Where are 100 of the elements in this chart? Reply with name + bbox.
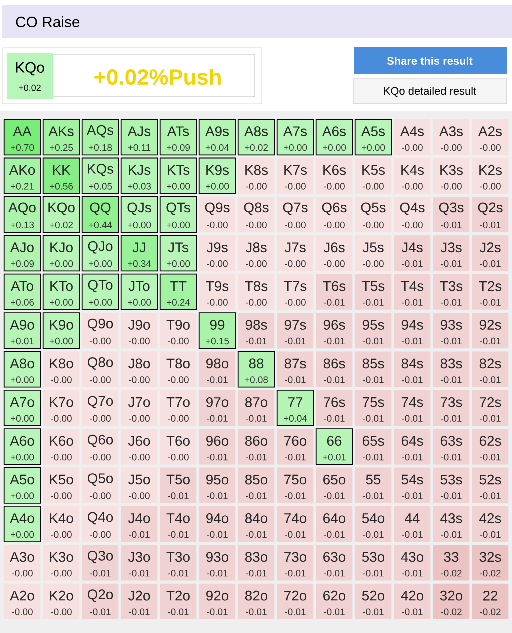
data-label: -0.01	[402, 608, 423, 616]
data-label: +0.00	[128, 299, 152, 306]
data-label: +0.11	[128, 144, 151, 152]
data-label: -0.00	[129, 376, 150, 384]
annotation: Q8s	[244, 202, 269, 216]
annotation: T7s	[284, 281, 307, 292]
data-label: -0.00	[285, 299, 306, 306]
data-label: -0.01	[402, 531, 423, 538]
data-label: -0.01	[480, 376, 501, 384]
annotation: 43o	[401, 552, 424, 562]
annotation: 88	[249, 358, 264, 369]
data-label: -0.00	[51, 531, 72, 538]
annotation: T8o	[166, 358, 190, 369]
annotation: KQo	[48, 202, 75, 216]
data-label: -0.01	[168, 570, 189, 577]
annotation: 64o	[324, 514, 346, 524]
annotation: 42o	[401, 590, 424, 601]
data-label: -0.02	[441, 608, 462, 616]
data-label: +0.00	[10, 492, 34, 500]
annotation: Q4s	[400, 202, 425, 216]
data-label: -0.01	[207, 415, 228, 422]
annotation: T2o	[166, 590, 190, 601]
data-label: -0.00	[129, 492, 150, 500]
data-label: -0.00	[168, 415, 189, 422]
annotation: 77	[288, 398, 303, 408]
annotation: Q2s	[478, 202, 503, 216]
annotation: T3o	[166, 552, 190, 562]
data-label: +0.03	[128, 183, 152, 190]
annotation: A5o	[10, 474, 34, 485]
data-label: -0.01	[246, 454, 267, 461]
annotation: 33	[444, 552, 459, 562]
data-label: -0.01	[324, 608, 345, 616]
annotation: 73o	[284, 552, 307, 562]
data-label: -0.01	[480, 260, 501, 268]
data-label: -0.01	[129, 531, 150, 538]
annotation: 97o	[206, 397, 229, 408]
data-label: -0.01	[441, 299, 462, 306]
annotation: 86o	[245, 436, 268, 446]
data-label: -0.01	[402, 415, 423, 422]
data-label: -0.01	[441, 376, 462, 384]
annotation: A2s	[478, 126, 502, 136]
data-label: -0.00	[285, 183, 306, 190]
data-label: -0.01	[480, 415, 501, 422]
data-label: -0.01	[129, 608, 150, 616]
annotation: 22	[483, 590, 498, 601]
data-label: -0.01	[90, 608, 111, 616]
data-label: -0.00	[90, 338, 111, 345]
annotation: A4o	[10, 514, 34, 524]
data-label: -0.00	[12, 570, 33, 577]
data-label: +0.00	[284, 144, 308, 152]
data-label: -0.01	[246, 492, 267, 500]
annotation: 96s	[324, 320, 346, 330]
data-label: +0.01	[10, 338, 34, 345]
annotation: 75o	[284, 474, 307, 485]
annotation: T8s	[245, 281, 268, 292]
data-label: -0.01	[324, 376, 345, 384]
annotation: 43s	[440, 514, 462, 524]
annotation: T5o	[166, 474, 190, 485]
data-label: -0.00	[90, 415, 111, 422]
data-label: -0.01	[207, 454, 228, 461]
data-label: -0.01	[129, 570, 150, 577]
annotation: JTo	[128, 281, 150, 292]
annotation: K8o	[50, 358, 74, 369]
data-label: -0.01	[480, 299, 501, 306]
data-label: +0.00	[166, 183, 190, 190]
annotation: K9s	[206, 165, 230, 176]
annotation: T2s	[479, 281, 502, 292]
data-label: -0.00	[51, 492, 72, 500]
annotation: 86s	[324, 358, 346, 369]
data-label: -0.01	[363, 492, 384, 500]
annotation: AKo	[9, 165, 36, 176]
data-label: -0.01	[246, 570, 267, 577]
data-label: -0.00	[129, 338, 150, 345]
annotation: 74o	[284, 514, 307, 524]
data-label: -0.01	[363, 338, 384, 345]
annotation: T9s	[206, 281, 229, 292]
data-label: -0.01	[246, 531, 267, 538]
data-label: +0.00	[10, 454, 34, 461]
annotation: 52o	[362, 590, 385, 601]
annotation: J5o	[128, 474, 150, 485]
annotation: AA	[13, 126, 32, 136]
data-label: -0.00	[129, 454, 150, 461]
annotation: 85o	[245, 474, 268, 485]
annotation: K6s	[324, 165, 346, 176]
annotation: 63o	[324, 552, 346, 562]
data-label: -0.00	[207, 260, 228, 268]
data-label: +0.04	[284, 415, 308, 422]
annotation: T9o	[166, 320, 190, 330]
annotation: AQs	[86, 125, 114, 138]
data-label: -0.01	[246, 338, 267, 345]
data-label: +0.00	[50, 260, 74, 268]
data-label: -0.01	[246, 608, 267, 616]
annotation: J6o	[128, 436, 150, 446]
annotation: Q5o	[88, 474, 114, 486]
annotation: A8o	[10, 358, 34, 369]
annotation: 84o	[245, 514, 268, 524]
data-label: -0.01	[402, 570, 423, 577]
annotation: J2o	[128, 590, 150, 601]
annotation: K5s	[362, 165, 386, 176]
annotation: A6s	[322, 126, 346, 136]
